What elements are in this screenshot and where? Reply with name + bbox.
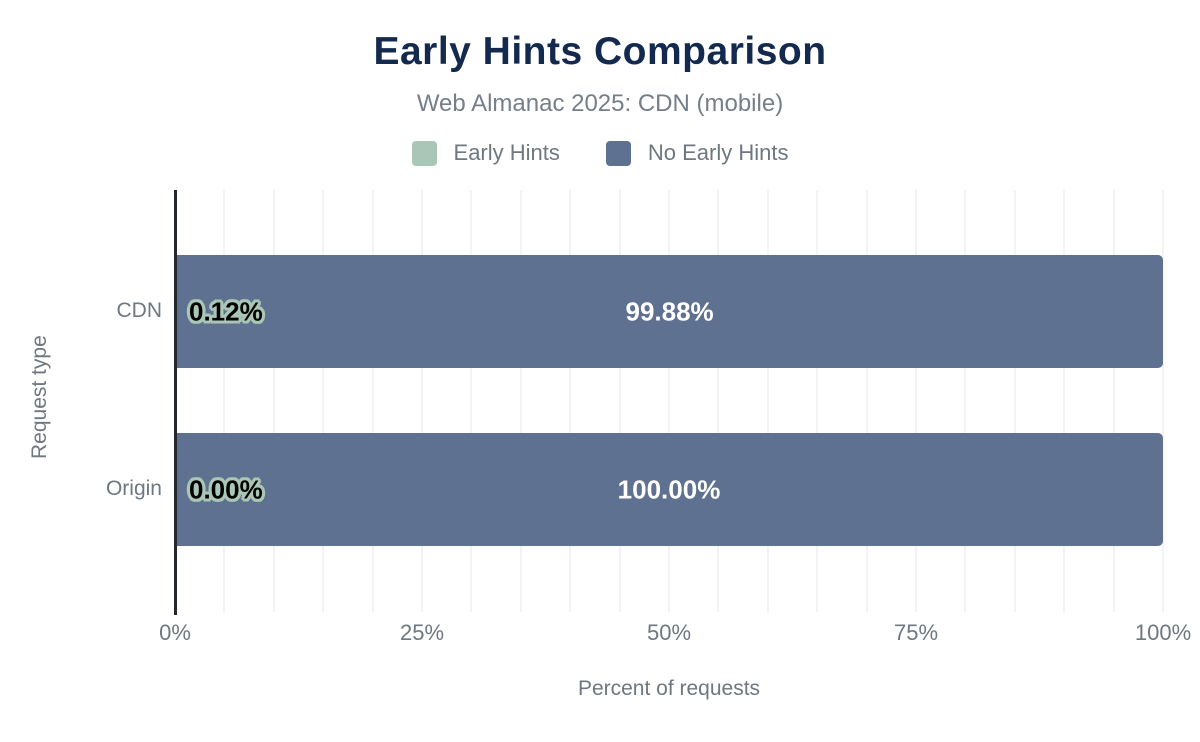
bar-value-label-no-early-hints: 100.00% [617,474,721,504]
legend-swatch-icon [605,140,631,166]
x-tick-label: 25% [399,620,445,645]
gridline [322,190,325,612]
gridline [519,190,522,612]
gridline [1063,190,1066,612]
bar-segment-no-early-hints [176,255,1163,368]
gridline [964,190,967,612]
chart-subtitle: Web Almanac 2025: CDN (mobile) [416,90,784,117]
gridline [717,190,720,612]
bar-value-label-early-hints: 0.00% [189,474,263,504]
legend-item: Early Hints [411,140,560,166]
bar-segment-no-early-hints [175,433,1163,546]
legend-item: No Early Hints [605,140,789,166]
gridline [618,190,621,612]
legend: Early Hints No Early Hints [0,140,1200,166]
y-axis-title: Request type [28,335,51,460]
category-label: Origin [105,477,162,500]
gridline [223,190,226,612]
gridline [1162,190,1164,612]
chart-title: Early Hints Comparison [373,30,827,73]
gridline [421,190,423,612]
bar-value-label-early-hints: 0.12% [189,296,263,326]
y-axis-line [174,190,177,615]
legend-swatch-icon [411,140,437,166]
bar-row: 0.12% 99.88% [175,255,1163,368]
category-label: CDN [116,299,163,322]
gridline [1013,190,1016,612]
x-tick-label: 100% [1134,620,1192,645]
gridline [766,190,769,612]
plot-area: CDN 0.12% 99.88% Origin 0.00% 100.00% 0% 25% 50%… [106,190,1191,645]
gridline [569,190,572,612]
legend-label: Early Hints [453,140,560,165]
gridline [668,190,670,612]
gridline [272,190,275,612]
gridline [915,190,917,612]
gridline [865,190,868,612]
gridline [470,190,473,612]
legend-label: No Early Hints [647,140,789,165]
x-axis-title: Percent of requests [577,677,761,700]
bar-row: 0.00% 100.00% [175,433,1163,546]
bar-value-label-no-early-hints: 99.88% [625,296,714,326]
gridline [371,190,374,612]
gridline [816,190,819,612]
x-tick-label: 50% [646,620,692,645]
gridline [1112,190,1115,612]
x-tick-label: 75% [893,620,939,645]
x-tick-label: 0% [159,620,191,645]
